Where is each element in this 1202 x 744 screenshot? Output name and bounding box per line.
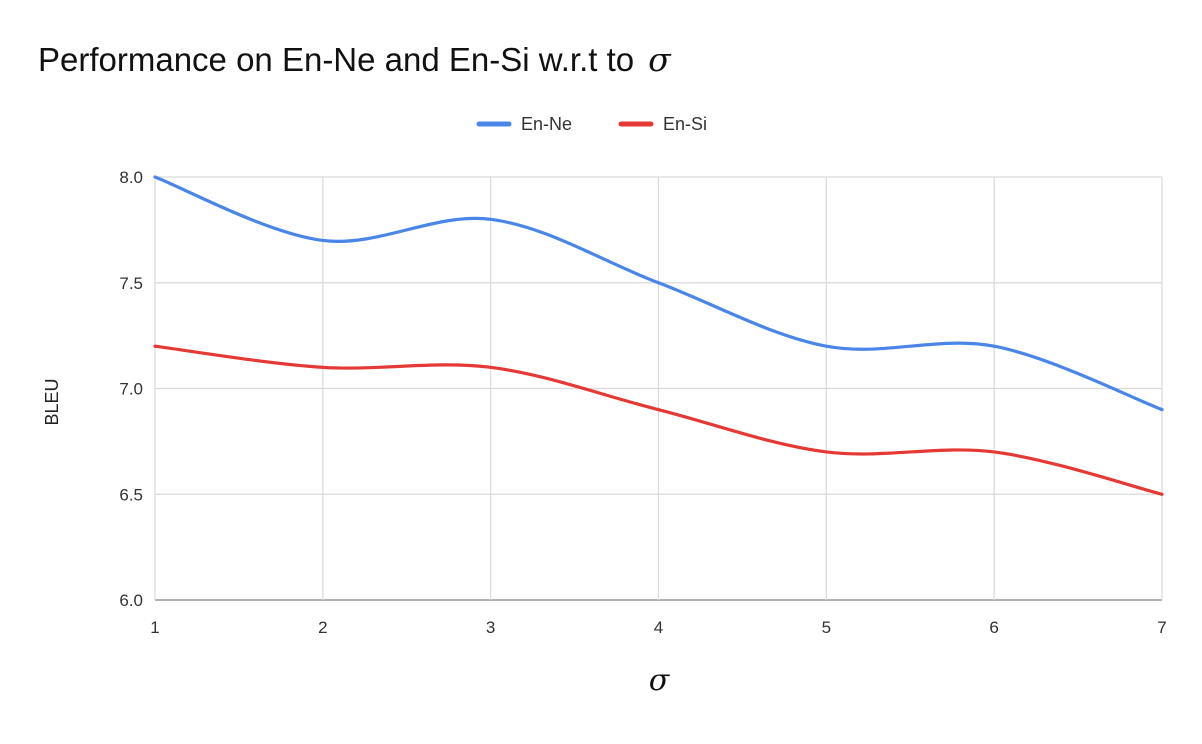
data-point-en-si	[489, 365, 493, 369]
x-axis-label: σ	[649, 663, 671, 698]
data-point-en-si	[992, 450, 996, 454]
series-lines	[153, 175, 1164, 496]
data-point-en-si	[657, 408, 660, 412]
y-tick-label: 6.5	[119, 485, 143, 504]
y-tick-label: 6.0	[119, 591, 143, 610]
x-tick-label: 1	[150, 618, 159, 637]
data-point-en-ne	[657, 281, 660, 285]
y-tick-label: 7.5	[119, 274, 143, 293]
y-tick-label: 8.0	[119, 168, 143, 187]
x-tick-label: 5	[822, 618, 831, 637]
chart-title: Performance on En-Ne and En-Si w.r.t to σ	[38, 40, 671, 79]
chart-title-text: Performance on En-Ne and En-Si w.r.t to	[38, 41, 635, 78]
y-tick-label: 7.0	[119, 380, 143, 399]
x-tick-label: 4	[654, 618, 663, 637]
data-point-en-si	[1160, 492, 1164, 496]
legend-label-en-ne: En-Ne	[521, 114, 572, 134]
data-point-en-ne	[1160, 408, 1164, 412]
data-point-en-ne	[992, 344, 996, 348]
grid-lines	[154, 176, 1163, 601]
data-point-en-si	[824, 450, 828, 454]
legend-label-en-si: En-Si	[663, 114, 707, 134]
data-point-en-si	[153, 344, 157, 348]
x-tick-label: 7	[1157, 618, 1166, 637]
chart-title-symbol: σ	[648, 40, 671, 79]
data-point-en-ne	[489, 217, 493, 221]
axis-ticks: 6.0 6.5 7.0 7.5 8.0 1 2 3 4 5 6 7	[119, 168, 1166, 637]
legend: En-Ne En-Si	[476, 114, 707, 134]
data-point-en-ne	[824, 344, 828, 348]
data-point-en-ne	[321, 238, 325, 242]
y-axis-label: BLEU	[42, 378, 62, 425]
data-point-en-si	[321, 365, 325, 369]
data-point-en-ne	[153, 175, 157, 179]
x-tick-label: 6	[989, 618, 998, 637]
x-tick-label: 2	[318, 618, 327, 637]
x-tick-label: 3	[486, 618, 495, 637]
